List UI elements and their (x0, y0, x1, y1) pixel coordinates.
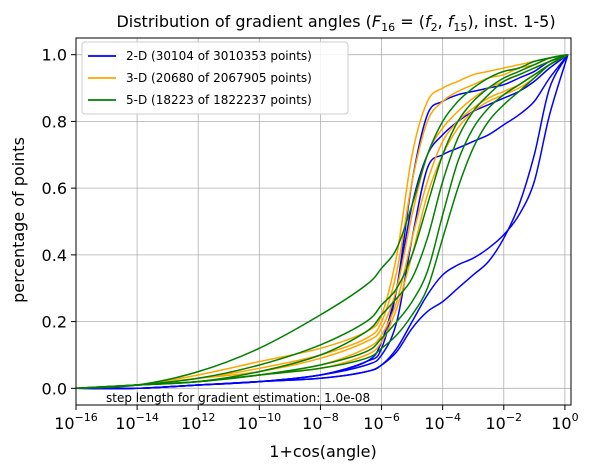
chart-title: Distribution of gradient angles (F16 = (… (116, 12, 555, 34)
step-length-annotation: step length for gradient estimation: 1.0… (106, 391, 370, 405)
legend-label-0: 2-D (30104 of 3010353 points) (126, 49, 312, 63)
y-tick-label-2: 0.4 (42, 246, 67, 265)
x-tick-label-5: 10−6 (363, 411, 400, 433)
x-axis-label: 1+cos(angle) (269, 442, 376, 461)
curve-2-0 (76, 53, 569, 390)
x-tick-label-1: 10−14 (115, 411, 159, 433)
curve-2-4 (76, 54, 569, 390)
plot-frame (75, 37, 572, 406)
x-tick-label-7: 10−2 (485, 411, 522, 433)
legend-label-2: 5-D (18223 of 1822237 points) (126, 93, 312, 107)
y-tick-label-1: 0.2 (42, 313, 67, 332)
y-axis-label: percentage of points (9, 137, 28, 303)
x-tick-label-2: 1012 (181, 411, 215, 433)
curve-2-1 (76, 53, 569, 390)
curve-1-0 (76, 53, 569, 390)
y-tick-label-5: 1.0 (42, 46, 67, 65)
x-axis-ticks: 10−16 10−14 1012 10−10 10−8 10−6 10−4 10−2 100 (54, 405, 579, 433)
y-axis-ticks: 0.0 0.2 0.4 0.6 0.8 1.0 (42, 46, 76, 398)
x-tick-label-4: 10−8 (302, 411, 339, 433)
x-tick-label-3: 10−10 (238, 411, 282, 433)
data-curves (76, 53, 569, 390)
curve-2-2 (76, 53, 569, 390)
x-tick-label-6: 10−4 (424, 411, 461, 433)
y-tick-label-0: 0.0 (42, 379, 67, 398)
legend-label-1: 3-D (20680 of 2067905 points) (126, 71, 312, 85)
legend: 2-D (30104 of 3010353 points) 3-D (20680 … (81, 41, 349, 115)
x-tick-label-8: 100 (551, 411, 578, 433)
legend-box (81, 41, 349, 115)
x-tick-label-0: 10−16 (54, 411, 98, 433)
y-tick-label-4: 0.8 (42, 112, 67, 131)
y-tick-label-3: 0.6 (42, 179, 67, 198)
